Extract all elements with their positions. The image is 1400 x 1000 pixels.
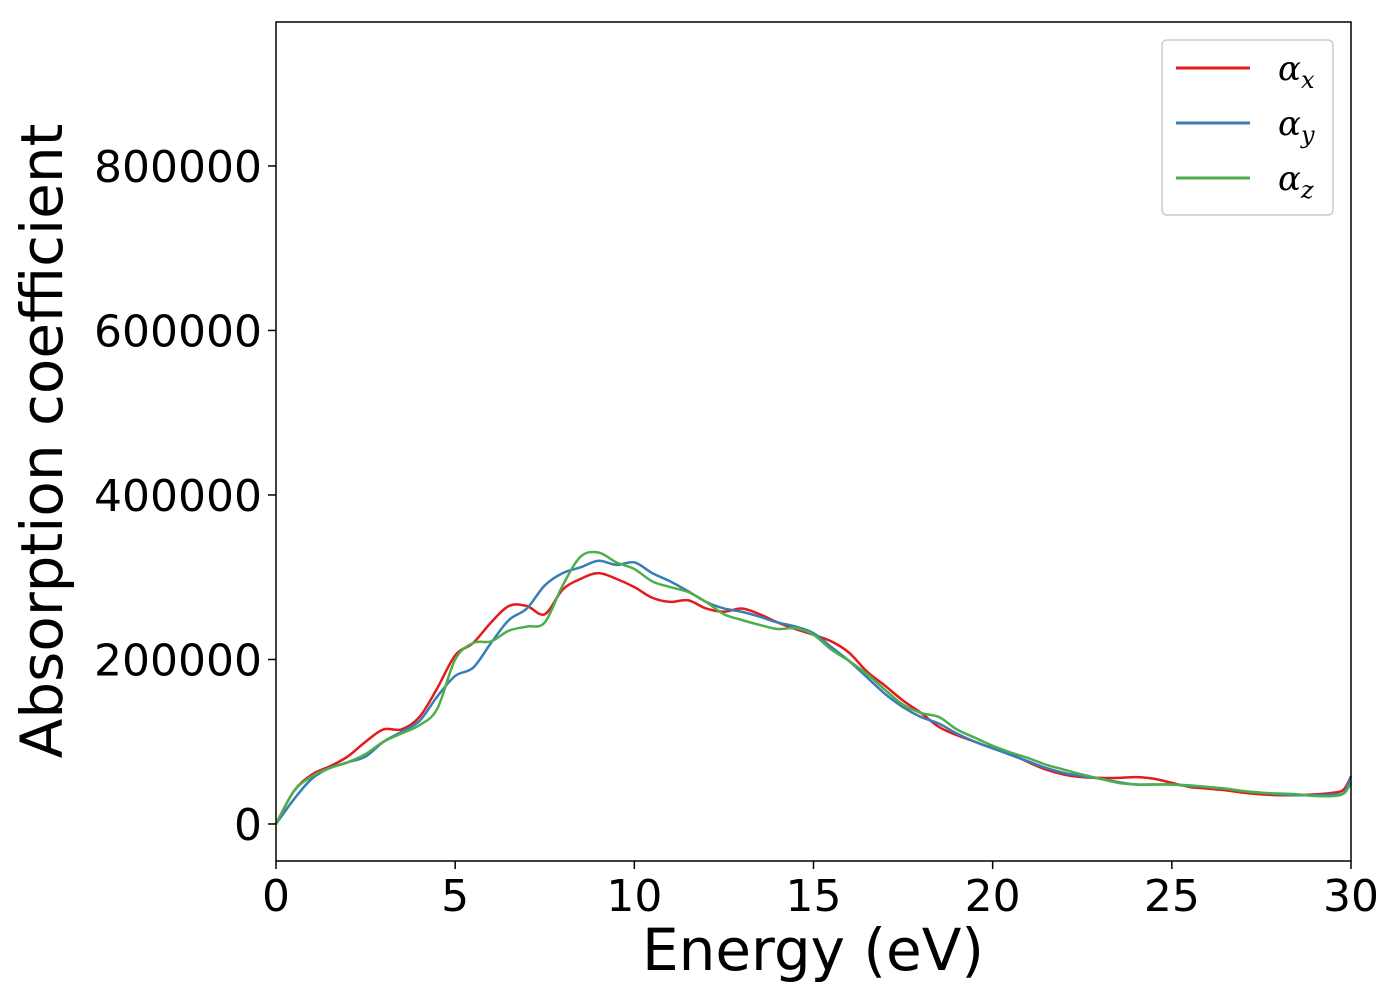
x-tick-label: 25 <box>1144 871 1200 922</box>
y-tick-label: 400000 <box>94 471 262 522</box>
y-axis-title: Absorption coefficient <box>8 124 76 759</box>
legend-label-x: αx <box>1278 49 1315 94</box>
x-tick-label: 0 <box>262 871 290 922</box>
legend-label-y: αy <box>1278 104 1315 149</box>
legend-box <box>1161 39 1334 216</box>
series-line-z <box>274 550 1353 825</box>
x-tick-label: 20 <box>965 871 1021 922</box>
x-tick-label: 30 <box>1323 871 1379 922</box>
y-tick-label: 800000 <box>94 142 262 193</box>
legend: αx αy αz <box>1161 39 1334 216</box>
y-tick-label: 200000 <box>94 635 262 686</box>
series-layer <box>274 550 1353 825</box>
x-axis-title: Energy (eV) <box>642 916 984 984</box>
ticks-layer: 0 5 10 15 20 25 30 0 200000 400000 600000 800000 <box>94 142 1379 922</box>
y-tick-label: 600000 <box>94 306 262 357</box>
x-tick-label: 5 <box>441 871 469 922</box>
x-tick-label: 10 <box>606 871 662 922</box>
legend-items: αx αy αz <box>1176 49 1315 204</box>
x-tick-label: 15 <box>786 871 842 922</box>
legend-label-z: αz <box>1278 159 1314 204</box>
y-tick-label: 0 <box>234 800 262 851</box>
